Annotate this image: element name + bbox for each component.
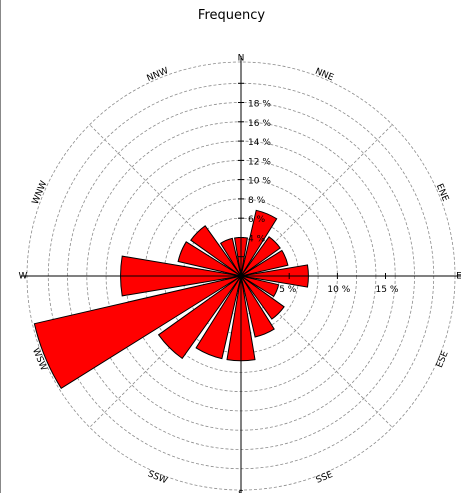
- direction-label-ene: ENE: [434, 183, 450, 204]
- wedge-ese: [240, 275, 280, 298]
- wedge-ssw: [195, 275, 242, 360]
- wedge-nne: [240, 209, 278, 277]
- direction-label-e: E: [456, 272, 461, 282]
- ring-label-north: 4 %: [248, 235, 266, 245]
- direction-label-n: N: [238, 54, 245, 64]
- direction-label-w: W: [19, 272, 28, 282]
- wedge-sw: [157, 275, 242, 360]
- ring-label-north: 10 %: [248, 177, 271, 187]
- ring-label-north: 6 %: [248, 215, 266, 225]
- bars-layer: [33, 209, 309, 389]
- wedge-wsw: [33, 275, 242, 389]
- wedge-sse: [240, 275, 275, 338]
- ring-label-east: 5 %: [279, 285, 297, 295]
- ring-label-north: 16 %: [248, 119, 271, 129]
- chart-title: Frequency: [197, 8, 266, 23]
- direction-label-ssw: SSW: [146, 469, 169, 486]
- axes-layer: [21, 56, 461, 493]
- direction-label-sse: SSE: [315, 470, 335, 486]
- ring-label-north: 8 %: [248, 196, 266, 206]
- wedge-ne: [240, 236, 281, 277]
- direction-label-nnw: NNW: [146, 66, 171, 84]
- ring-label-north: 14 %: [248, 138, 271, 148]
- wedge-wnw: [177, 241, 242, 277]
- wedge-ene: [240, 249, 289, 277]
- direction-label-s: S: [238, 490, 244, 493]
- wedge-nw: [190, 225, 242, 277]
- ring-label-east: 10 %: [327, 285, 350, 295]
- direction-label-ese: ESE: [435, 349, 451, 369]
- direction-label-wnw: WNW: [31, 179, 50, 206]
- ring-label-east: 15 %: [376, 285, 399, 295]
- direction-label-nne: NNE: [313, 67, 335, 84]
- wedge-se: [240, 275, 285, 320]
- ring-label-north: 12 %: [248, 157, 271, 167]
- labels-layer: 4 % 6 % 8 % 10 % 12 % 14 % 16 % 18 % 5 % 10 % 15 %…: [19, 54, 461, 493]
- wedge-nnw: [219, 237, 242, 277]
- ring-label-north: 18 %: [248, 100, 271, 110]
